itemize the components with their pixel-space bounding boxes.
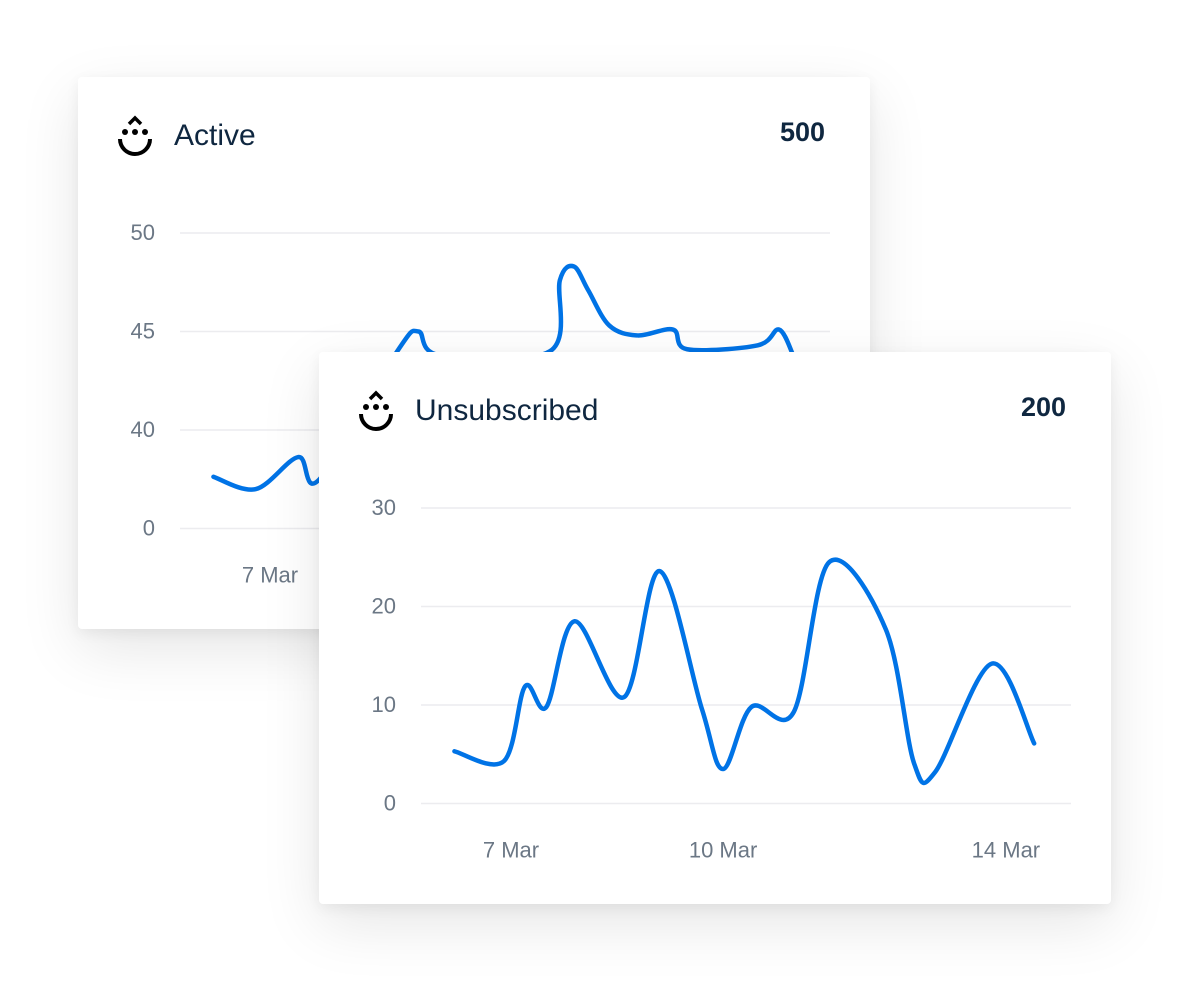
y-tick-label: 0 xyxy=(143,516,155,541)
y-tick-label: 0 xyxy=(384,791,396,816)
x-tick-label: 7 Mar xyxy=(242,563,298,588)
y-tick-label: 10 xyxy=(372,692,396,717)
active-chart: 50 45 40 0 7 Mar xyxy=(131,220,830,588)
y-tick-label: 30 xyxy=(372,495,396,520)
unsubscribed-card: 30 20 10 0 7 Mar 10 Mar 14 Mar Unsubscribed 20… xyxy=(319,352,1111,904)
x-tick-label: 7 Mar xyxy=(483,838,539,863)
y-tick-label: 20 xyxy=(372,594,396,619)
card-value: 200 xyxy=(1020,392,1066,422)
unsubscribed-chart: 30 20 10 0 7 Mar 10 Mar 14 Mar xyxy=(372,495,1071,863)
x-tick-label: 10 Mar xyxy=(689,838,757,863)
series-line xyxy=(452,557,1037,785)
y-tick-label: 45 xyxy=(131,319,155,344)
card-value: 500 xyxy=(779,117,825,147)
smiley-drop-logo-icon xyxy=(359,390,393,431)
smiley-drop-logo-icon xyxy=(118,115,152,156)
x-tick-label: 14 Mar xyxy=(972,838,1040,863)
y-tick-label: 50 xyxy=(131,220,155,245)
y-tick-label: 40 xyxy=(131,417,155,442)
card-title: Active xyxy=(174,119,256,152)
card-title: Unsubscribed xyxy=(415,394,599,427)
